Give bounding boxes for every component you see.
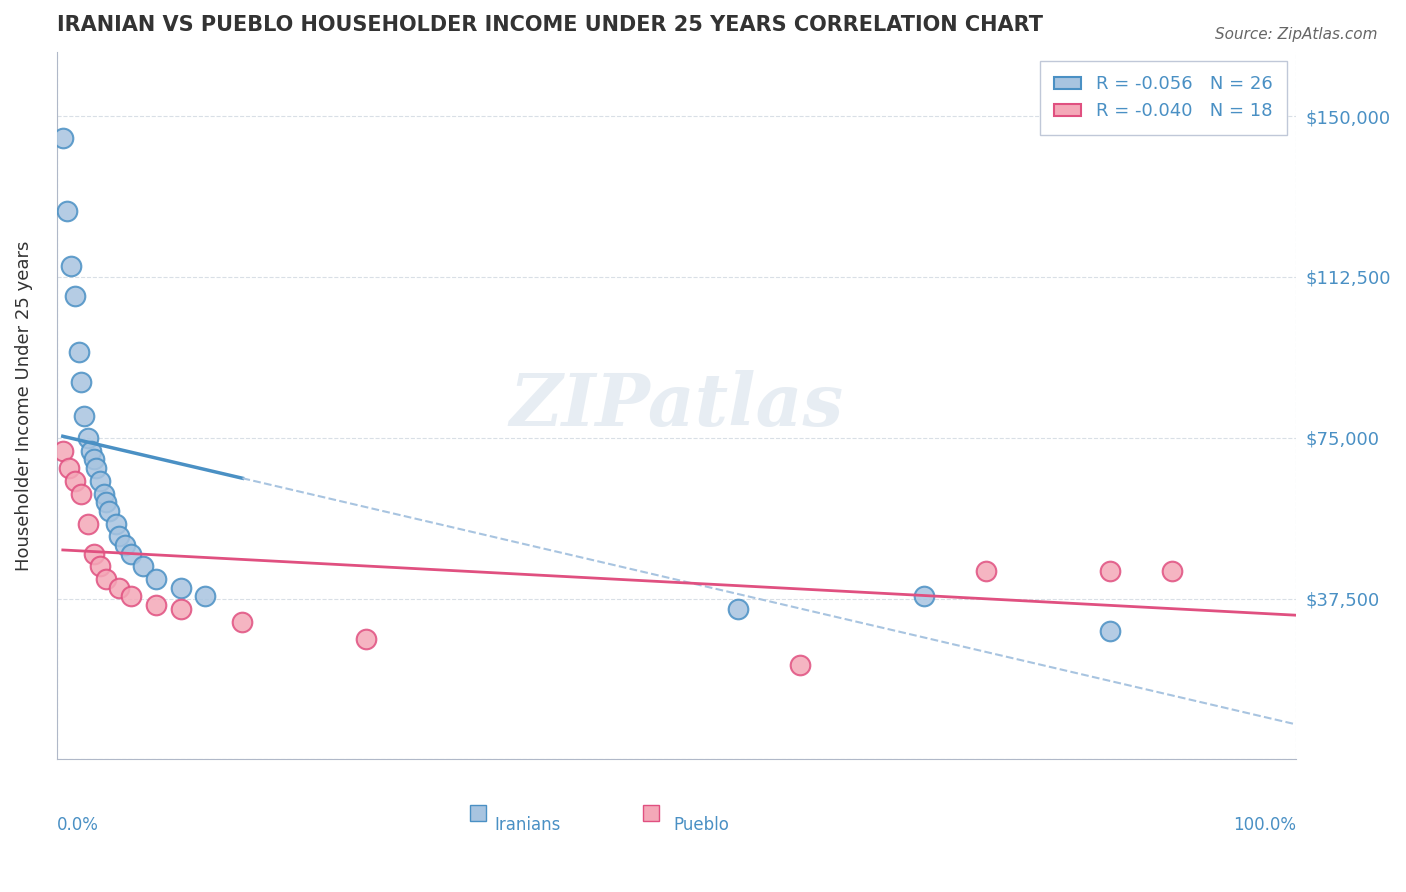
- Point: [60, 260, 83, 274]
- Point: [89, 559, 111, 574]
- Point: [63, 474, 86, 488]
- Point: [107, 581, 129, 595]
- Point: [789, 658, 811, 673]
- Point: [76, 516, 98, 531]
- Text: ZIPatlas: ZIPatlas: [509, 370, 844, 442]
- Point: [63, 289, 86, 303]
- Text: Source: ZipAtlas.com: Source: ZipAtlas.com: [1215, 27, 1378, 42]
- Point: [58, 460, 80, 475]
- Point: [974, 564, 997, 578]
- Point: [727, 602, 749, 616]
- Point: [132, 559, 155, 574]
- Point: [73, 409, 96, 424]
- Point: [67, 345, 90, 359]
- Point: [84, 460, 107, 475]
- Point: [105, 516, 128, 531]
- Text: Pueblo: Pueblo: [673, 816, 728, 834]
- Point: [70, 375, 93, 389]
- Point: [80, 443, 103, 458]
- Point: [356, 632, 378, 647]
- Point: [194, 590, 217, 604]
- Point: [96, 495, 118, 509]
- Point: [1098, 564, 1121, 578]
- Text: 0.0%: 0.0%: [56, 816, 98, 834]
- Text: IRANIAN VS PUEBLO HOUSEHOLDER INCOME UNDER 25 YEARS CORRELATION CHART: IRANIAN VS PUEBLO HOUSEHOLDER INCOME UND…: [56, 15, 1043, 35]
- Point: [231, 615, 253, 630]
- Point: [114, 538, 136, 552]
- Point: [1098, 624, 1121, 638]
- Point: [1160, 564, 1182, 578]
- Point: [52, 130, 75, 145]
- Point: [83, 547, 105, 561]
- Point: [912, 590, 935, 604]
- Point: [83, 452, 105, 467]
- Point: [93, 486, 115, 500]
- Point: [89, 474, 111, 488]
- Point: [96, 572, 118, 586]
- Point: [70, 486, 93, 500]
- Point: [145, 598, 167, 612]
- Point: [145, 572, 167, 586]
- Point: [76, 431, 98, 445]
- Point: [120, 547, 142, 561]
- Text: Iranians: Iranians: [495, 816, 561, 834]
- Legend: R = -0.056   N = 26, R = -0.040   N = 18: R = -0.056 N = 26, R = -0.040 N = 18: [1039, 61, 1286, 135]
- Y-axis label: Householder Income Under 25 years: Householder Income Under 25 years: [15, 241, 32, 571]
- Point: [169, 581, 191, 595]
- Point: [52, 443, 75, 458]
- Point: [120, 590, 142, 604]
- Point: [97, 504, 120, 518]
- Point: [55, 203, 77, 218]
- Text: 100.0%: 100.0%: [1233, 816, 1296, 834]
- Point: [169, 602, 191, 616]
- Point: [107, 529, 129, 543]
